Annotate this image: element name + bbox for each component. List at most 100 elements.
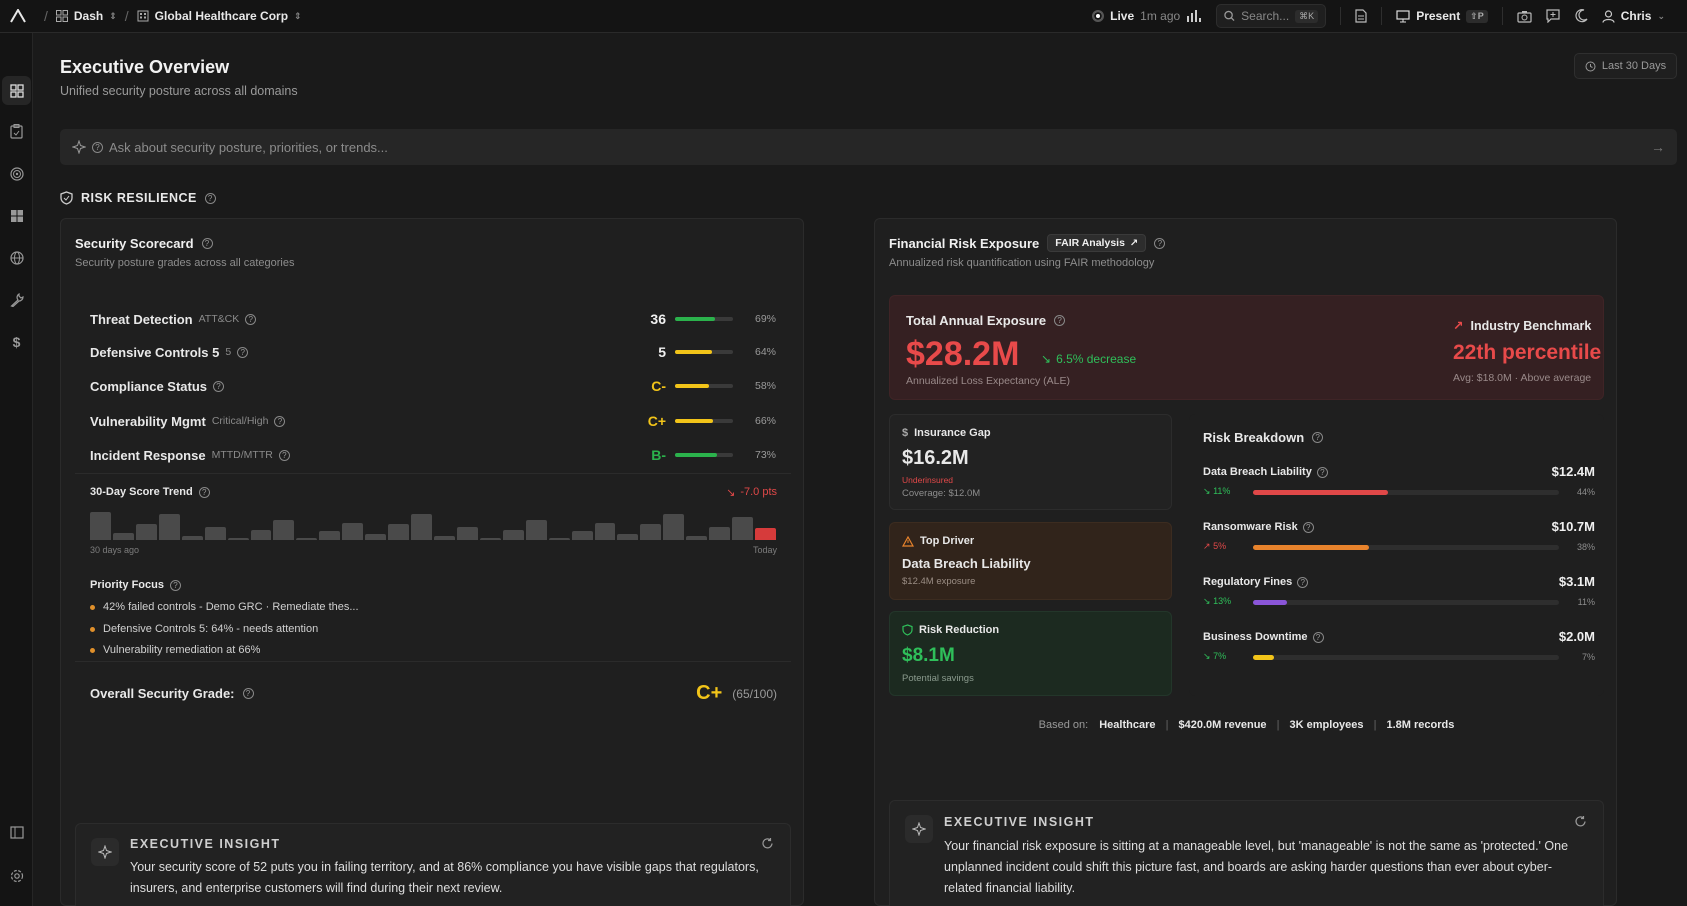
scorecard-row[interactable]: Vulnerability Mgmt Critical/High? C+ 66%	[90, 411, 776, 431]
scorecard-row-tag: MTTD/MTTR	[211, 449, 273, 461]
benchmark-label-row: ↗ Industry Benchmark	[1453, 318, 1591, 334]
breakdown-row[interactable]: Ransomware Risk? $10.7M ↗ 5% 38%	[1203, 519, 1595, 552]
scorecard-row[interactable]: Incident Response MTTD/MTTR? B- 73%	[90, 445, 776, 465]
driver-label: Top Driver	[920, 535, 975, 547]
priority-item-text: Defensive Controls 5: 64% - needs attent…	[103, 623, 319, 635]
breakdown-row[interactable]: Regulatory Fines? $3.1M ↘ 13% 11%	[1203, 574, 1595, 607]
dollar-icon: $	[12, 333, 21, 350]
app-logo[interactable]	[0, 9, 36, 23]
main-content: Executive Overview Unified security post…	[33, 33, 1687, 906]
executive-insight-right: EXECUTIVE INSIGHT Your financial risk ex…	[889, 800, 1604, 906]
priority-item-text: Vulnerability remediation at 66%	[103, 644, 261, 656]
breakdown-row[interactable]: Business Downtime? $2.0M ↘ 7% 7%	[1203, 629, 1595, 662]
sidebar-item-tools[interactable]	[8, 291, 25, 308]
scorecard-row-name-wrap: Defensive Controls 5 5?	[90, 345, 249, 360]
breakdown-row-value: $3.1M	[1558, 574, 1595, 589]
breakdown-row-pct: 11%	[1577, 597, 1595, 607]
refresh-icon[interactable]	[1574, 815, 1587, 828]
top-driver-card[interactable]: Top Driver Data Breach Liability $12.4M …	[889, 522, 1172, 600]
scorecard-row[interactable]: Threat Detection ATT&CK? 36 69%	[90, 309, 776, 329]
scorecard-row-bar	[675, 350, 733, 354]
trend-end-label: Today	[752, 545, 777, 555]
trend-bar	[112, 532, 134, 540]
camera-icon[interactable]	[1517, 10, 1532, 23]
moon-icon[interactable]	[1574, 9, 1588, 23]
driver-value: Data Breach Liability	[902, 556, 1031, 571]
live-label: Live	[1110, 9, 1135, 23]
breakdown-row-change: ↘ 11%	[1203, 486, 1230, 497]
based-on-revenue: $420.0M revenue	[1178, 719, 1267, 731]
breakdown-row-change: ↘ 13%	[1203, 596, 1231, 607]
scorecard-row-bar-fill	[675, 317, 716, 321]
reduction-label-row: Risk Reduction	[902, 624, 999, 636]
priority-item[interactable]: Defensive Controls 5: 64% - needs attent…	[90, 623, 318, 635]
trend-arrow-icon: ↘	[1203, 486, 1211, 496]
sidebar-item-targets[interactable]	[8, 165, 25, 182]
breakdown-row-name-wrap: Data Breach Liability?	[1203, 466, 1595, 478]
sidebar-item-finance[interactable]: $	[8, 333, 25, 350]
help-icon: ?	[198, 486, 210, 498]
present-label: Present	[1416, 9, 1461, 23]
scorecard-row-bar-fill	[675, 384, 709, 388]
message-plus-icon[interactable]	[1546, 9, 1560, 23]
trend-bar	[90, 512, 111, 540]
live-indicator[interactable]: Live 1m ago	[1092, 9, 1202, 23]
based-on-employees: 3K employees	[1289, 719, 1364, 731]
security-scorecard-card: Security Scorecard ? Security posture gr…	[60, 218, 804, 906]
external-link-icon: ↗	[1129, 237, 1139, 249]
gap-status: Underinsured	[902, 475, 954, 485]
date-range-button[interactable]: Last 30 Days	[1574, 53, 1677, 79]
chevron-down-icon: ⌄	[1657, 10, 1665, 21]
sidebar-collapse-button[interactable]	[8, 824, 25, 841]
scorecard-row-grade: C+	[647, 413, 666, 429]
chevron-updown-icon: ⇕	[294, 10, 302, 21]
sidebar-item-dashboard[interactable]	[8, 82, 25, 99]
trend-bar	[502, 529, 524, 540]
trend-change-value: -7.0 pts	[740, 486, 777, 498]
insurance-gap-card[interactable]: $ Insurance Gap $16.2M Underinsured Cove…	[889, 414, 1172, 510]
divider	[1340, 7, 1342, 25]
sidebar-item-windows[interactable]	[8, 207, 25, 224]
breakdown-row-bar-fill	[1253, 545, 1370, 550]
divider	[1381, 7, 1383, 25]
user-menu[interactable]: Chris ⌄	[1602, 9, 1665, 23]
arrow-right-icon[interactable]: →	[1651, 139, 1665, 155]
help-icon: ?	[1316, 466, 1328, 478]
clipboard-icon	[10, 124, 23, 139]
insight-title: EXECUTIVE INSIGHT	[130, 837, 281, 851]
breadcrumb-org[interactable]: Global Healthcare Corp ⇕	[137, 9, 302, 23]
scorecard-row-bar-fill	[675, 453, 718, 457]
sidebar-item-globe[interactable]	[8, 249, 25, 266]
priority-item[interactable]: Vulnerability remediation at 66%	[90, 644, 260, 656]
scorecard-row-grade: 5	[658, 344, 666, 360]
breakdown-row[interactable]: Data Breach Liability? $12.4M ↘ 11% 44%	[1203, 464, 1595, 497]
priority-item[interactable]: 42% failed controls - Demo GRC · Remedia…	[90, 601, 359, 613]
scorecard-row[interactable]: Compliance Status? C- 58%	[90, 376, 776, 396]
page-title: Executive Overview	[60, 57, 230, 77]
sidebar-settings-button[interactable]	[8, 867, 25, 884]
help-icon: ?	[242, 688, 254, 699]
fair-analysis-badge[interactable]: FAIR Analysis ↗	[1047, 234, 1147, 252]
breadcrumb-dash-label: Dash	[73, 9, 104, 23]
risk-reduction-card[interactable]: Risk Reduction $8.1M Potential savings	[889, 611, 1172, 696]
scorecard-row[interactable]: Defensive Controls 5 5? 5 64%	[90, 342, 776, 362]
scorecard-row-name-wrap: Vulnerability Mgmt Critical/High?	[90, 414, 286, 429]
sidebar: $	[0, 33, 33, 906]
help-icon: ?	[1297, 576, 1309, 588]
breadcrumb-separator: /	[44, 8, 48, 24]
scorecard-row-name: Incident Response	[90, 447, 206, 463]
breakdown-row-change-value: 7%	[1213, 651, 1227, 661]
breadcrumb-dash[interactable]: Dash ⇕	[55, 9, 117, 23]
shield-icon	[902, 624, 913, 636]
present-button[interactable]: Present ⇧P	[1396, 9, 1488, 23]
trend-bar	[227, 538, 249, 540]
reduction-note: Potential savings	[902, 673, 974, 684]
document-icon[interactable]	[1355, 9, 1367, 23]
ask-ai-input[interactable]: ? Ask about security posture, priorities…	[60, 129, 1677, 165]
sidebar-item-checklist[interactable]	[8, 123, 25, 140]
refresh-icon[interactable]	[761, 837, 774, 850]
search-input[interactable]: Search... ⌘K	[1216, 4, 1327, 28]
separator: |	[1276, 719, 1280, 731]
trend-bar	[181, 535, 203, 540]
breakdown-row-bar	[1253, 490, 1559, 495]
